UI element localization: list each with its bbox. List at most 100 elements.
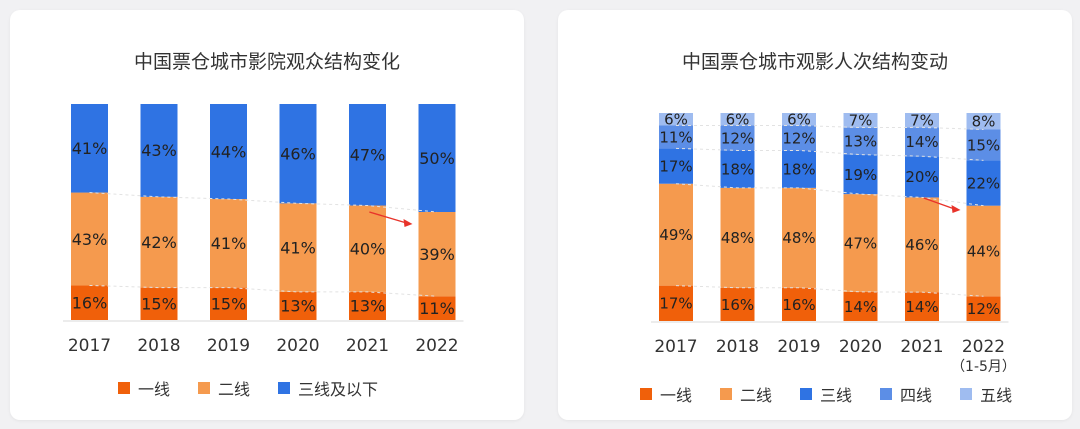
legend-swatch — [720, 388, 733, 400]
bar-segment — [905, 292, 939, 321]
bar-segment — [843, 154, 878, 195]
legend-item: 二线 — [198, 376, 250, 400]
data-label: 48% — [782, 229, 815, 247]
bar-segment — [279, 203, 317, 292]
data-label: 43% — [141, 141, 177, 160]
legend-swatch — [198, 382, 211, 394]
bar-segment — [905, 197, 939, 293]
bar-segment — [720, 113, 755, 126]
data-label: 17% — [659, 295, 692, 313]
chart-title: 中国票仓城市影院观众结构变化 — [133, 51, 400, 73]
x-tick-label: 2021 — [900, 337, 943, 357]
legend-label: 二线 — [740, 386, 773, 405]
data-label: 41% — [72, 139, 108, 158]
legend-item: 一线 — [640, 382, 692, 406]
chart-legend: 一线 二线 三线及以下 — [118, 376, 406, 400]
legend-item: 三线 — [800, 382, 852, 406]
legend-label: 一线 — [138, 380, 171, 399]
bar-segment — [659, 285, 693, 321]
data-label: 41% — [280, 238, 316, 257]
x-tick-label: 2022 — [962, 337, 1005, 357]
legend-label: 五线 — [980, 386, 1013, 405]
bar-segment — [659, 113, 693, 126]
bar-segment — [966, 296, 1001, 321]
bar-segment — [210, 199, 247, 288]
bar-segment — [905, 156, 939, 198]
chart-card-admissions-structure: 中国票仓城市观影人次结构变动 17% 49% 17% 11% 6% 2017 16% 48% 1… — [558, 10, 1072, 420]
data-label: 8% — [972, 113, 996, 131]
data-label: 15% — [967, 136, 1000, 154]
legend-label: 四线 — [900, 386, 933, 405]
data-label: 41% — [211, 234, 247, 253]
data-label: 13% — [350, 297, 386, 316]
data-label: 47% — [350, 146, 386, 165]
trend-connector — [89, 192, 438, 213]
bar-segment — [782, 150, 816, 188]
bar-segment — [349, 205, 386, 292]
legend-swatch — [800, 388, 813, 400]
data-label: 48% — [721, 229, 754, 247]
x-tick-label: 2018 — [137, 336, 180, 356]
data-label: 11% — [419, 299, 455, 318]
legend-label: 三线 — [820, 386, 853, 405]
trend-arrowhead — [951, 205, 961, 213]
chart-card-audience-structure: 中国票仓城市影院观众结构变化 16% 43% 41% 2017 15% 42% 43% 201… — [10, 10, 524, 420]
bar-segment — [720, 187, 755, 288]
x-tick-label: 2022 — [415, 336, 458, 356]
data-label: 50% — [419, 149, 455, 168]
data-label: 14% — [905, 298, 938, 316]
bar-segment — [843, 194, 878, 292]
bar-segment — [843, 127, 878, 155]
data-label: 7% — [910, 112, 934, 130]
bar-segment — [418, 104, 456, 212]
data-label: 7% — [849, 112, 873, 130]
data-label: 18% — [782, 161, 815, 179]
legend-swatch — [960, 388, 973, 400]
bar-segment — [210, 287, 247, 320]
bar-segment — [966, 129, 1001, 161]
legend-label: 三线及以下 — [298, 380, 379, 399]
data-label: 39% — [419, 245, 455, 264]
bar-segment — [782, 187, 816, 288]
legend-item: 四线 — [880, 382, 932, 406]
x-tick-label: 2017 — [68, 336, 111, 356]
data-label: 20% — [905, 168, 938, 186]
data-label: 16% — [721, 296, 754, 314]
bar-segment — [349, 104, 386, 206]
bar-segment — [349, 291, 386, 320]
legend-item: 三线及以下 — [278, 376, 378, 400]
data-label: 44% — [211, 142, 247, 161]
data-label: 15% — [141, 295, 177, 314]
trend-arrow — [923, 197, 955, 210]
bar-segment — [71, 285, 108, 320]
bar-segment — [782, 125, 816, 151]
bar-segment — [279, 291, 317, 320]
bar-segment — [418, 296, 456, 320]
trend-arrow — [369, 211, 407, 224]
data-label: 13% — [844, 132, 877, 150]
data-label: 46% — [280, 144, 316, 163]
legend-swatch — [640, 388, 652, 400]
x-tick-label: 2019 — [207, 336, 250, 356]
chart-title: 中国票仓城市观影人次结构变动 — [681, 51, 948, 73]
bar-segment — [720, 125, 755, 151]
data-label: 14% — [905, 133, 938, 151]
data-label: 19% — [844, 166, 877, 184]
data-label: 22% — [967, 174, 1000, 192]
data-label: 44% — [967, 242, 1000, 260]
x-tick-label: 2019 — [777, 337, 820, 357]
data-label: 18% — [721, 161, 754, 179]
data-label: 12% — [967, 300, 1000, 318]
bar-segment — [905, 127, 939, 157]
bar-segment — [659, 148, 693, 184]
legend-item: 二线 — [720, 382, 772, 406]
bar-segment — [720, 150, 755, 188]
data-label: 46% — [905, 236, 938, 254]
chart-legend: 一线 二线 三线 四线 五线 — [640, 382, 1040, 406]
data-label: 49% — [659, 226, 692, 244]
bar-segment — [659, 183, 693, 286]
bar-segment — [966, 160, 1001, 206]
bar-segment — [843, 113, 878, 128]
data-label: 6% — [726, 111, 750, 129]
bar-segment — [720, 287, 755, 321]
